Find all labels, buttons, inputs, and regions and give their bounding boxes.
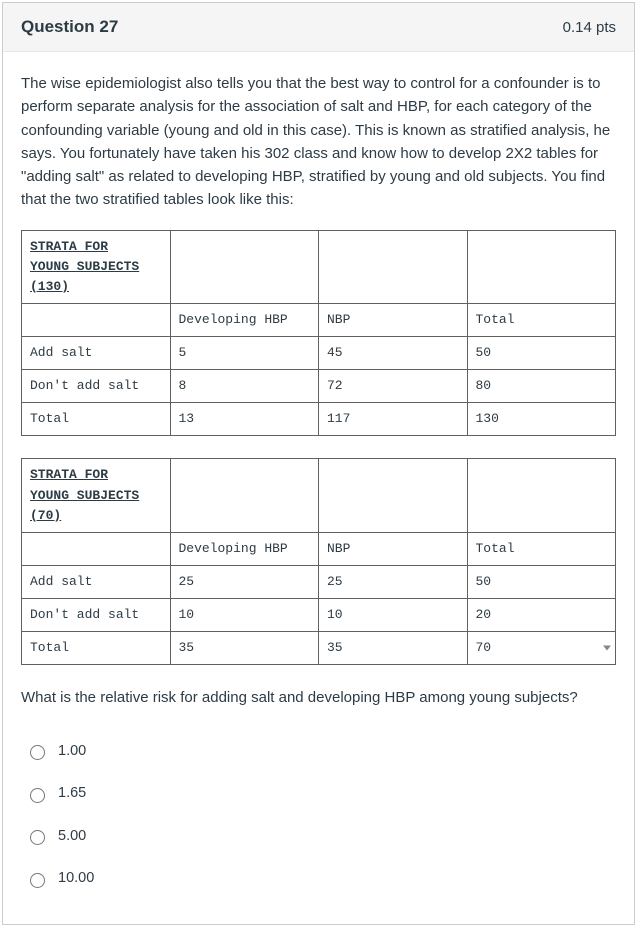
strata1-r0-nbp: 45 <box>319 337 468 370</box>
strata2-r2-dev: 35 <box>170 632 319 665</box>
option-row-0[interactable]: 1.00 <box>25 730 616 772</box>
stem-paragraph: The wise epidemiologist also tells you t… <box>21 72 616 212</box>
strata1-h-dev: Developing HBP <box>170 303 319 336</box>
option-radio-0[interactable] <box>30 745 45 760</box>
strata2-r2-label: Total <box>22 632 171 665</box>
strata2-h-dev: Developing HBP <box>170 532 319 565</box>
strata1-blank-2 <box>319 230 468 303</box>
option-row-1[interactable]: 1.65 <box>25 772 616 814</box>
option-label-3: 10.00 <box>58 867 94 889</box>
strata1-h-nbp: NBP <box>319 303 468 336</box>
strata2-title-cell: STRATA FOR YOUNG SUBJECTS (70) <box>22 459 171 532</box>
strata1-blank-1 <box>170 230 319 303</box>
strata1-h-tot: Total <box>467 303 616 336</box>
strata1-title-l1: STRATA FOR <box>30 239 108 254</box>
strata1-r0-dev: 5 <box>170 337 319 370</box>
strata2-r1-tot: 20 <box>467 599 616 632</box>
question-body: The wise epidemiologist also tells you t… <box>3 52 634 924</box>
option-label-2: 5.00 <box>58 825 86 847</box>
strata1-r2-tot: 130 <box>467 403 616 436</box>
option-row-3[interactable]: 10.00 <box>25 857 616 899</box>
strata1-r2-nbp: 117 <box>319 403 468 436</box>
strata-table-2: STRATA FOR YOUNG SUBJECTS (70) Developin… <box>21 458 616 665</box>
strata1-r0-tot: 50 <box>467 337 616 370</box>
table-row: Total 13 117 130 <box>22 403 616 436</box>
strata2-r0-nbp: 25 <box>319 566 468 599</box>
strata2-r2-nbp: 35 <box>319 632 468 665</box>
strata1-h-blank <box>22 303 171 336</box>
strata2-title-l2: YOUNG SUBJECTS <box>30 488 139 503</box>
strata2-r1-nbp: 10 <box>319 599 468 632</box>
option-label-0: 1.00 <box>58 740 86 762</box>
table-row: Don't add salt 10 10 20 <box>22 599 616 632</box>
question-title: Question 27 <box>21 17 118 37</box>
strata1-r1-tot: 80 <box>467 370 616 403</box>
strata2-h-blank <box>22 532 171 565</box>
strata2-r0-dev: 25 <box>170 566 319 599</box>
strata1-blank-3 <box>467 230 616 303</box>
strata1-r1-label: Don't add salt <box>22 370 171 403</box>
strata2-title-l3: (70) <box>30 508 61 523</box>
question-card: Question 27 0.14 pts The wise epidemiolo… <box>2 2 635 925</box>
strata1-r1-dev: 8 <box>170 370 319 403</box>
question-header: Question 27 0.14 pts <box>3 3 634 52</box>
strata1-title-cell: STRATA FOR YOUNG SUBJECTS (130) <box>22 230 171 303</box>
question-points: 0.14 pts <box>563 19 616 36</box>
strata1-r0-label: Add salt <box>22 337 171 370</box>
strata2-blank-2 <box>319 459 468 532</box>
option-radio-3[interactable] <box>30 873 45 888</box>
strata2-blank-1 <box>170 459 319 532</box>
table-row: Add salt 25 25 50 <box>22 566 616 599</box>
option-radio-2[interactable] <box>30 830 45 845</box>
strata2-h-tot: Total <box>467 532 616 565</box>
table-row: Total 35 35 70 <box>22 632 616 665</box>
followup-question: What is the relative risk for adding sal… <box>21 687 616 710</box>
strata1-title-l3: (130) <box>30 279 69 294</box>
strata2-h-nbp: NBP <box>319 532 468 565</box>
option-radio-1[interactable] <box>30 788 45 803</box>
question-stem: The wise epidemiologist also tells you t… <box>21 72 616 212</box>
table-row: Don't add salt 8 72 80 <box>22 370 616 403</box>
strata2-r1-label: Don't add salt <box>22 599 171 632</box>
strata2-r1-dev: 10 <box>170 599 319 632</box>
strata1-title-l2: YOUNG SUBJECTS <box>30 259 139 274</box>
table-row: Add salt 5 45 50 <box>22 337 616 370</box>
strata2-blank-3 <box>467 459 616 532</box>
option-label-1: 1.65 <box>58 782 86 804</box>
strata1-r2-dev: 13 <box>170 403 319 436</box>
answer-options: 1.00 1.65 5.00 10.00 <box>21 730 616 910</box>
strata2-r0-tot: 50 <box>467 566 616 599</box>
strata1-r1-nbp: 72 <box>319 370 468 403</box>
strata2-r0-label: Add salt <box>22 566 171 599</box>
strata2-title-l1: STRATA FOR <box>30 467 108 482</box>
option-row-2[interactable]: 5.00 <box>25 815 616 857</box>
strata1-r2-label: Total <box>22 403 171 436</box>
strata-table-1: STRATA FOR YOUNG SUBJECTS (130) Developi… <box>21 230 616 437</box>
strata2-r2-tot[interactable]: 70 <box>467 632 616 665</box>
